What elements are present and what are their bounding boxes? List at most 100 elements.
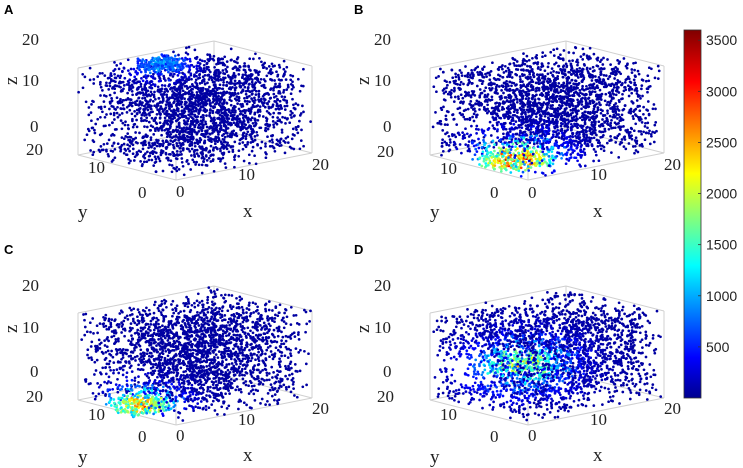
data-point — [116, 142, 120, 146]
data-point — [509, 107, 512, 111]
data-point — [174, 57, 177, 61]
data-point — [570, 103, 573, 107]
data-point — [231, 145, 235, 148]
data-point — [235, 95, 239, 98]
data-point — [131, 93, 134, 97]
data-point — [246, 89, 250, 93]
data-point — [126, 147, 130, 151]
data-point — [201, 120, 204, 124]
data-point — [501, 67, 504, 71]
data-point — [187, 45, 191, 49]
data-point — [144, 91, 148, 95]
data-point — [180, 157, 184, 160]
data-point — [530, 159, 534, 162]
data-point — [217, 108, 220, 112]
data-point — [443, 98, 447, 102]
data-point — [508, 75, 512, 79]
data-point — [118, 146, 122, 149]
data-point — [490, 106, 494, 110]
data-point — [161, 97, 165, 101]
data-point — [99, 80, 102, 84]
data-point — [185, 116, 188, 120]
data-point — [523, 163, 526, 166]
data-point — [463, 74, 467, 78]
data-point — [466, 107, 470, 111]
data-point — [141, 64, 145, 68]
data-point — [166, 131, 170, 135]
data-point — [495, 88, 498, 92]
data-point — [248, 100, 251, 104]
data-point — [534, 138, 538, 142]
data-point — [495, 154, 498, 158]
data-point — [440, 145, 444, 148]
data-point — [222, 105, 226, 109]
data-point — [114, 108, 118, 111]
data-point — [183, 130, 187, 133]
data-point — [593, 69, 596, 72]
data-point — [162, 142, 165, 145]
data-point — [244, 109, 248, 112]
data-point — [538, 113, 542, 117]
data-point — [154, 160, 158, 164]
data-point — [217, 94, 220, 98]
data-point — [172, 130, 176, 133]
data-point — [507, 88, 510, 92]
data-point — [545, 152, 548, 156]
data-point — [113, 118, 116, 121]
data-point — [580, 97, 583, 101]
data-point — [440, 153, 443, 157]
data-point — [272, 88, 275, 92]
data-point — [555, 87, 559, 91]
data-point — [151, 65, 155, 69]
data-point — [542, 101, 546, 104]
data-point — [532, 155, 536, 158]
data-point — [302, 144, 305, 148]
data-point — [118, 80, 122, 84]
y-tick-10: 10 — [88, 158, 105, 177]
data-point — [197, 86, 200, 90]
data-point — [441, 138, 444, 142]
data-point — [283, 141, 287, 144]
data-point — [448, 80, 452, 84]
data-point — [118, 113, 121, 117]
data-point — [184, 91, 187, 94]
data-point — [495, 129, 499, 133]
data-point — [541, 55, 544, 59]
data-point — [553, 62, 556, 66]
data-point — [253, 112, 257, 116]
data-point — [198, 62, 202, 65]
data-point — [507, 117, 510, 121]
data-point — [497, 85, 501, 88]
data-point — [290, 146, 293, 150]
data-point — [514, 94, 518, 97]
data-point — [567, 51, 571, 54]
data-point — [225, 90, 229, 94]
data-point — [152, 93, 156, 97]
data-point — [275, 122, 279, 126]
data-point — [193, 73, 196, 77]
data-point — [103, 115, 107, 119]
data-point — [452, 100, 456, 103]
data-point — [547, 164, 551, 167]
data-point — [155, 126, 159, 130]
data-point — [221, 137, 225, 141]
data-point — [507, 145, 511, 148]
data-point — [543, 134, 547, 138]
data-point — [133, 114, 137, 118]
data-point — [219, 91, 223, 95]
data-point — [234, 86, 238, 89]
data-point — [569, 138, 573, 142]
data-point — [526, 123, 530, 127]
data-point — [234, 60, 237, 64]
data-point — [468, 116, 472, 120]
data-point — [169, 125, 172, 129]
data-point — [482, 75, 486, 79]
data-point — [517, 123, 521, 127]
data-point — [173, 64, 177, 67]
data-point — [220, 141, 223, 144]
data-point — [154, 97, 157, 101]
data-point — [493, 82, 496, 86]
data-point — [459, 93, 463, 97]
data-point — [552, 48, 556, 52]
data-point — [257, 95, 261, 99]
